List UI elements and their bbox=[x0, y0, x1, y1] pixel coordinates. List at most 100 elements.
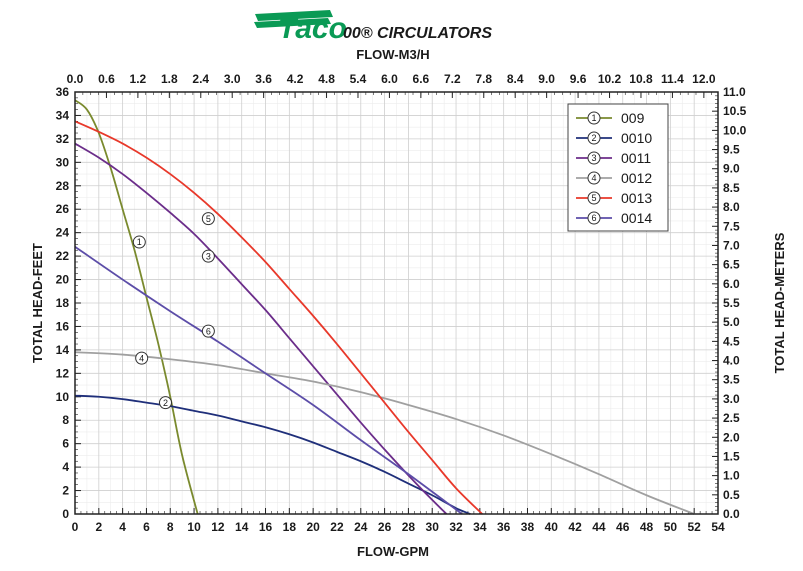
y-tick-label: 2 bbox=[62, 484, 69, 498]
x-tick-label: 46 bbox=[616, 520, 630, 534]
y2-tick-label: 4.5 bbox=[723, 334, 740, 348]
x-tick-label: 16 bbox=[259, 520, 273, 534]
x-tick-label: 12 bbox=[211, 520, 225, 534]
legend-label-0010: 0010 bbox=[621, 130, 652, 146]
y-tick-label: 6 bbox=[62, 437, 69, 451]
y-tick-label: 32 bbox=[56, 132, 70, 146]
x-tick-label: 36 bbox=[497, 520, 511, 534]
x2-tick-label: 9.0 bbox=[538, 72, 555, 86]
x2-tick-label: 4.8 bbox=[318, 72, 335, 86]
legend-label-0012: 0012 bbox=[621, 170, 652, 186]
x2-tick-label: 12.0 bbox=[692, 72, 716, 86]
y2-tick-label: 1.5 bbox=[723, 449, 740, 463]
series-markers: 1 2 3 4 5 6 bbox=[132, 212, 215, 410]
legend-marker bbox=[587, 171, 601, 185]
x2-tick-label: 5.4 bbox=[350, 72, 367, 86]
axis-ticks: 0 2 4 6 8 10 12 14 16 18 20 22 24 26 28 30 32 34 36 38 40 42 4… bbox=[56, 72, 747, 534]
y2-tick-label: 10.0 bbox=[723, 123, 747, 137]
y-tick-label: 24 bbox=[56, 226, 70, 240]
y2-tick-label: 0.0 bbox=[723, 507, 740, 521]
x2-tick-label: 10.8 bbox=[629, 72, 653, 86]
y-tick-label: 28 bbox=[56, 179, 70, 193]
x2-tick-label: 0.0 bbox=[67, 72, 84, 86]
series-line-009 bbox=[74, 99, 199, 515]
legend-box bbox=[567, 103, 669, 232]
y-tick-label: 14 bbox=[56, 343, 70, 357]
series-marker-0010 bbox=[158, 396, 172, 410]
y-tick-label: 12 bbox=[56, 366, 70, 380]
series-marker-0011 bbox=[201, 249, 215, 263]
series-marker-label: 4 bbox=[139, 353, 144, 363]
series-line-0014 bbox=[74, 245, 463, 515]
y2-tick-label: 3.0 bbox=[723, 392, 740, 406]
y2-tick-label: 3.5 bbox=[723, 373, 740, 387]
x-tick-label: 54 bbox=[711, 520, 725, 534]
y-tick-label: 4 bbox=[62, 460, 69, 474]
x-tick-label: 4 bbox=[119, 520, 126, 534]
y-tick-label: 18 bbox=[56, 296, 70, 310]
x-tick-label: 52 bbox=[688, 520, 702, 534]
right-axis-title: TOTAL HEAD-METERS bbox=[772, 232, 787, 373]
x2-tick-label: 6.0 bbox=[381, 72, 398, 86]
series-line-0012 bbox=[74, 351, 695, 515]
legend-marker-label: 3 bbox=[591, 153, 596, 163]
legend-marker bbox=[587, 151, 601, 165]
legend-marker-label: 6 bbox=[591, 213, 596, 223]
legend: 1 009 2 0010 3 0011 4 0012 5 0013 6 0014 bbox=[567, 103, 669, 232]
plot-frame bbox=[74, 91, 719, 515]
series-marker-0012 bbox=[135, 351, 149, 365]
x-tick-label: 14 bbox=[235, 520, 249, 534]
legend-marker-label: 1 bbox=[591, 113, 596, 123]
x-tick-label: 26 bbox=[378, 520, 392, 534]
y2-tick-label: 6.5 bbox=[723, 258, 740, 272]
x-tick-label: 2 bbox=[95, 520, 102, 534]
x2-tick-label: 1.2 bbox=[130, 72, 147, 86]
x-tick-label: 44 bbox=[592, 520, 606, 534]
left-axis-title: TOTAL HEAD-FEET bbox=[30, 243, 45, 363]
taco-logo: Taco bbox=[254, 10, 347, 45]
x-tick-label: 18 bbox=[283, 520, 297, 534]
series-marker-label: 6 bbox=[206, 326, 211, 336]
legend-marker bbox=[587, 131, 601, 145]
y-tick-label: 30 bbox=[56, 155, 70, 169]
y2-tick-label: 8.0 bbox=[723, 200, 740, 214]
series-marker-label: 1 bbox=[137, 237, 142, 247]
y-tick-label: 34 bbox=[56, 108, 70, 122]
x2-tick-label: 9.6 bbox=[570, 72, 587, 86]
series-marker-label: 2 bbox=[163, 398, 168, 408]
series-line-0013 bbox=[74, 120, 483, 515]
y-tick-label: 10 bbox=[56, 390, 70, 404]
y2-tick-label: 4.0 bbox=[723, 354, 740, 368]
y2-tick-label: 6.0 bbox=[723, 277, 740, 291]
x2-tick-label: 3.6 bbox=[255, 72, 272, 86]
legend-marker-label: 4 bbox=[591, 173, 596, 183]
grid bbox=[75, 92, 718, 514]
x2-tick-label: 7.2 bbox=[444, 72, 461, 86]
x2-tick-label: 1.8 bbox=[161, 72, 178, 86]
y2-tick-label: 2.0 bbox=[723, 430, 740, 444]
y2-tick-label: 11.0 bbox=[723, 85, 746, 99]
x-tick-label: 40 bbox=[545, 520, 559, 534]
y2-tick-label: 9.5 bbox=[723, 143, 740, 157]
legend-label-0014: 0014 bbox=[621, 210, 652, 226]
y-tick-label: 16 bbox=[56, 319, 70, 333]
brand-text: Taco bbox=[278, 12, 347, 45]
legend-marker bbox=[587, 191, 601, 205]
y2-tick-label: 5.5 bbox=[723, 296, 740, 310]
legend-label-0011: 0011 bbox=[621, 150, 651, 166]
legend-label-0013: 0013 bbox=[621, 190, 652, 206]
x2-tick-label: 0.6 bbox=[98, 72, 115, 86]
y-tick-label: 8 bbox=[62, 413, 69, 427]
legend-marker bbox=[587, 211, 601, 225]
series-line-0010 bbox=[74, 394, 471, 515]
series-marker-0013 bbox=[201, 212, 215, 226]
x-tick-label: 50 bbox=[664, 520, 678, 534]
x-tick-label: 48 bbox=[640, 520, 654, 534]
series-line-0011 bbox=[74, 142, 448, 515]
x-tick-label: 32 bbox=[449, 520, 463, 534]
legend-marker-label: 5 bbox=[591, 193, 596, 203]
y2-tick-label: 7.5 bbox=[723, 219, 740, 233]
x-tick-label: 6 bbox=[143, 520, 150, 534]
series-lines bbox=[74, 99, 695, 515]
